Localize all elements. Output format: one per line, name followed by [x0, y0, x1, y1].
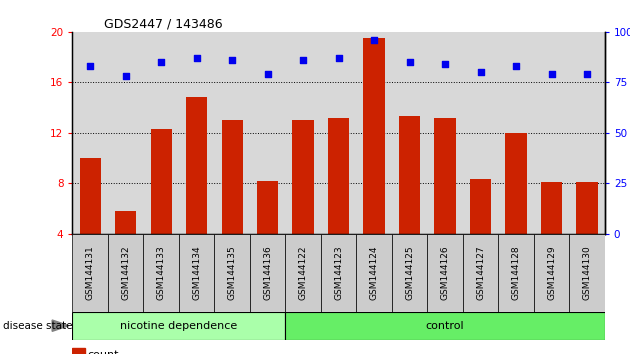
Text: GSM144131: GSM144131	[86, 245, 94, 300]
Text: GSM144126: GSM144126	[440, 245, 450, 300]
Bar	[534, 234, 570, 312]
Point	[85, 63, 95, 69]
Bar	[541, 182, 562, 234]
Bar	[186, 97, 207, 234]
Text: GSM144123: GSM144123	[334, 245, 343, 300]
Point	[333, 55, 343, 61]
Bar	[364, 38, 385, 234]
Bar	[250, 234, 285, 312]
Bar	[214, 234, 250, 312]
Bar	[357, 234, 392, 312]
Text: GSM144132: GSM144132	[121, 245, 130, 300]
Bar	[72, 234, 108, 312]
Bar	[115, 211, 136, 234]
Bar	[463, 234, 498, 312]
Bar	[179, 234, 214, 312]
Bar	[498, 234, 534, 312]
Text: disease state: disease state	[3, 321, 72, 331]
Bar	[108, 234, 144, 312]
Bar	[399, 116, 420, 234]
Text: control: control	[426, 321, 464, 331]
Text: GSM144130: GSM144130	[583, 245, 592, 300]
Text: count: count	[88, 350, 119, 354]
Bar	[257, 181, 278, 234]
Text: GSM144127: GSM144127	[476, 245, 485, 300]
Text: GSM144129: GSM144129	[547, 245, 556, 300]
Point	[511, 63, 521, 69]
Bar	[72, 312, 285, 340]
Point	[156, 59, 166, 65]
Point	[227, 57, 237, 63]
Point	[369, 37, 379, 43]
Text: GSM144134: GSM144134	[192, 245, 201, 300]
Text: GSM144125: GSM144125	[405, 245, 414, 300]
Point	[476, 69, 486, 75]
Bar	[72, 348, 85, 354]
Bar	[505, 133, 527, 234]
Text: GSM144136: GSM144136	[263, 245, 272, 300]
Bar	[285, 234, 321, 312]
Point	[120, 73, 131, 79]
Text: nicotine dependence: nicotine dependence	[120, 321, 238, 331]
Bar	[435, 118, 455, 234]
Bar	[427, 234, 463, 312]
Bar	[321, 234, 357, 312]
Bar	[328, 118, 349, 234]
Bar	[151, 129, 172, 234]
Bar	[570, 234, 605, 312]
Text: GSM144124: GSM144124	[370, 245, 379, 300]
Point	[298, 57, 308, 63]
Point	[440, 61, 450, 67]
Bar	[285, 312, 605, 340]
Text: GSM144133: GSM144133	[157, 245, 166, 300]
Bar	[222, 120, 243, 234]
Bar	[392, 234, 427, 312]
Polygon shape	[52, 320, 69, 331]
Text: GSM144122: GSM144122	[299, 245, 307, 300]
Point	[192, 55, 202, 61]
Bar	[144, 234, 179, 312]
Point	[404, 59, 415, 65]
Bar	[470, 179, 491, 234]
Point	[582, 72, 592, 77]
Point	[546, 72, 557, 77]
Bar	[292, 120, 314, 234]
Bar	[79, 158, 101, 234]
Bar	[576, 182, 598, 234]
Text: GDS2447 / 143486: GDS2447 / 143486	[104, 18, 222, 31]
Text: GSM144135: GSM144135	[227, 245, 237, 300]
Text: GSM144128: GSM144128	[512, 245, 520, 300]
Point	[263, 72, 273, 77]
